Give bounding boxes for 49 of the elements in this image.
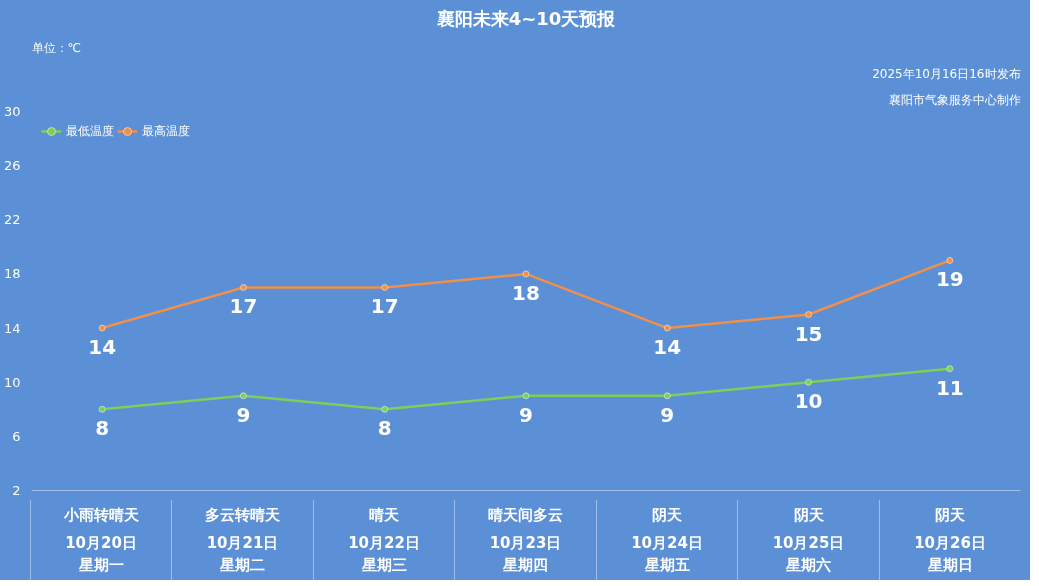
x-tick-label: 阴天 10月25日星期六 xyxy=(771,505,846,576)
point xyxy=(946,365,954,372)
text: 襄阳市气象服务中心制作 xyxy=(888,92,1021,107)
y-tick-label: 14 xyxy=(3,320,21,336)
point xyxy=(522,392,530,399)
point xyxy=(240,284,247,291)
data-label: 8 xyxy=(95,416,110,441)
data-label: 17 xyxy=(370,294,399,319)
y-tick-label: 30 xyxy=(3,104,21,119)
data-label: 18 xyxy=(512,280,540,305)
point xyxy=(240,392,247,399)
x-tick-label: 阴天 10月24日星期五 xyxy=(630,505,704,576)
y-axis-title: 单位：℃ xyxy=(31,40,81,55)
y-tick-label: 26 xyxy=(3,158,21,174)
point xyxy=(664,324,671,332)
data-label: 10 xyxy=(794,389,823,414)
x-tick-label: 晴天 10月22日星期三 xyxy=(347,505,421,576)
point xyxy=(664,392,671,399)
x-tick-label: 小雨转晴天 10月20日星期一 xyxy=(62,505,140,576)
data-label: 19 xyxy=(935,267,964,292)
data-label: 9 xyxy=(660,402,675,427)
text: 2025年10月16日16时发布 xyxy=(872,66,1021,81)
point xyxy=(805,378,812,386)
chart-title: 襄阳未来4~10天预报 xyxy=(435,7,617,29)
data-label: 14 xyxy=(653,335,682,360)
point xyxy=(381,284,388,291)
data-label: 9 xyxy=(519,402,533,427)
y-tick-label: 2 xyxy=(12,483,21,498)
point xyxy=(98,406,106,413)
y-tick-label: 18 xyxy=(3,266,21,282)
data-label: 9 xyxy=(236,402,251,427)
data-label: 17 xyxy=(229,294,258,319)
data-label: 14 xyxy=(88,335,117,360)
legend-label: 最高温度 xyxy=(142,122,190,140)
point xyxy=(381,406,388,413)
data-label: 11 xyxy=(935,375,964,400)
point xyxy=(522,270,530,278)
y-tick-label: 10 xyxy=(3,374,21,390)
point xyxy=(805,311,812,318)
x-tick-label: 晴天间多云 10月23日星期四 xyxy=(487,505,564,576)
y-tick-label: 6 xyxy=(12,428,21,444)
data-label: 8 xyxy=(377,416,392,441)
point xyxy=(946,257,954,264)
data-label: 15 xyxy=(794,321,823,346)
point xyxy=(98,324,106,332)
x-tick-label: 多云转晴天 10月21日星期二 xyxy=(204,505,281,576)
x-tick-label: 阴天 10月26日星期日 xyxy=(913,505,987,576)
y-tick-label: 22 xyxy=(3,212,21,228)
legend-label: 最低温度 xyxy=(66,122,114,140)
